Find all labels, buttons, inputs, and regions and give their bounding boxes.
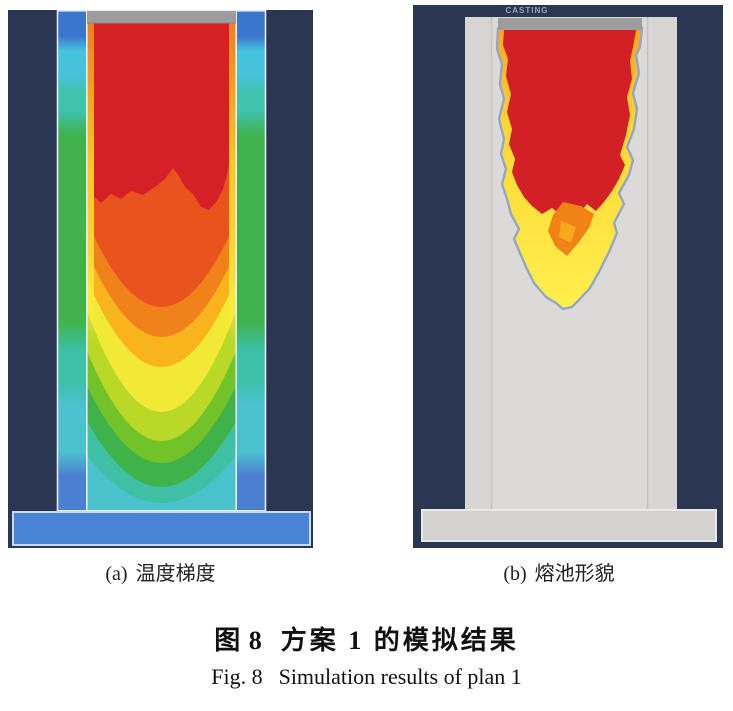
figure-title-en-text: Simulation results of plan 1 xyxy=(278,664,522,689)
casting-label: CASTING xyxy=(505,6,549,15)
figure-title-zh-text: 方案 1 的模拟结果 xyxy=(280,626,519,655)
figure-title-en: Fig. 8 Simulation results of plan 1 xyxy=(0,664,733,690)
panel-caption-b: (b) 熔池形貌 xyxy=(404,560,714,588)
mold-strip-left xyxy=(58,11,86,511)
figure-title-zh: 图 8 方案 1 的模拟结果 xyxy=(0,620,733,657)
casting-column-contours xyxy=(87,11,236,511)
mold-outline xyxy=(56,10,267,512)
chill-cap xyxy=(87,11,236,23)
figure-number-en: Fig. 8 xyxy=(211,664,263,689)
panel-caption-b-label: (b) xyxy=(503,563,527,585)
melt-pool-svg xyxy=(421,17,717,542)
figure-number-zh: 图 8 xyxy=(214,626,263,655)
base-plate xyxy=(421,509,717,542)
panel-caption-a: (a) 温度梯度 xyxy=(8,560,313,588)
base-plate xyxy=(12,511,311,546)
panel-caption-b-text: 熔池形貌 xyxy=(534,563,615,585)
figure-panel-a: CASTING xyxy=(8,10,313,548)
chill-cap xyxy=(498,18,642,30)
melt-pool-core xyxy=(503,30,636,216)
temperature-contour-svg xyxy=(12,10,311,546)
mold-strip-right xyxy=(237,11,265,511)
panel-caption-a-text: 温度梯度 xyxy=(135,563,216,585)
figure-panel-b: CASTING xyxy=(413,5,723,548)
panel-caption-a-label: (a) xyxy=(105,563,128,585)
